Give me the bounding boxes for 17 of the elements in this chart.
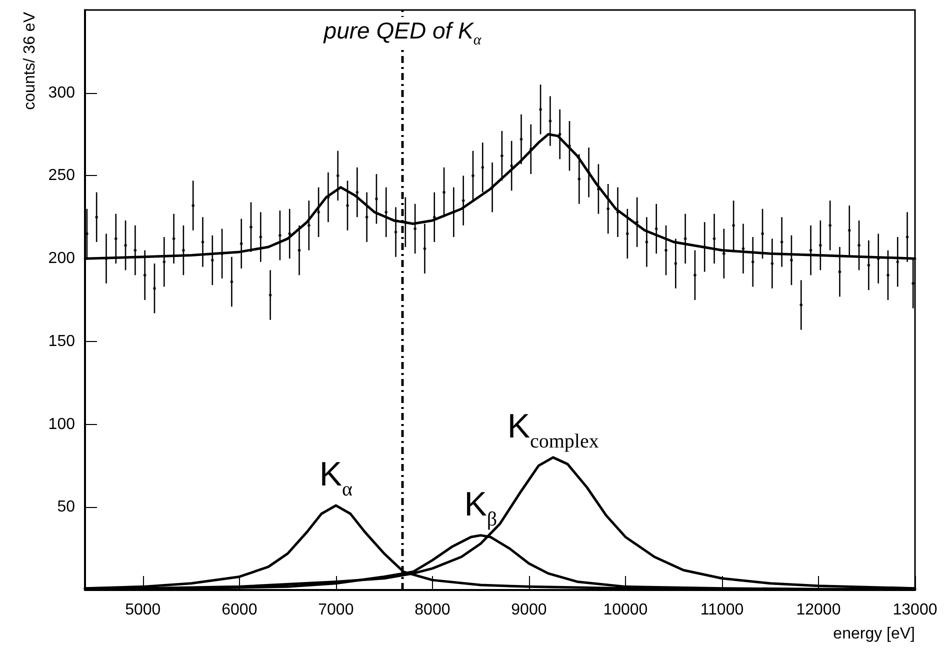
x-tick-label: 7000 xyxy=(318,602,354,618)
x-axis-title: energy [eV] xyxy=(833,626,915,642)
x-tick-label: 9000 xyxy=(511,602,547,618)
x-tick-label: 13000 xyxy=(892,602,938,618)
x-tick-label: 6000 xyxy=(222,602,258,618)
x-tick-label: 11000 xyxy=(700,602,744,618)
y-tick-label: 250 xyxy=(48,167,76,184)
x-tick-label: 8000 xyxy=(414,602,450,618)
y-tick-label: 300 xyxy=(48,84,76,102)
x-tick-label: 10000 xyxy=(603,602,648,618)
x-tick-label: 5000 xyxy=(125,602,161,618)
x-tick-label: 12000 xyxy=(796,602,841,618)
y-tick-label: 50 xyxy=(57,498,76,516)
y-tick-label: 200 xyxy=(48,250,76,268)
y-tick-label: 150 xyxy=(48,332,76,350)
y-axis-title: counts/ 36 eV xyxy=(22,12,38,110)
y-tick-label: 100 xyxy=(48,416,76,433)
